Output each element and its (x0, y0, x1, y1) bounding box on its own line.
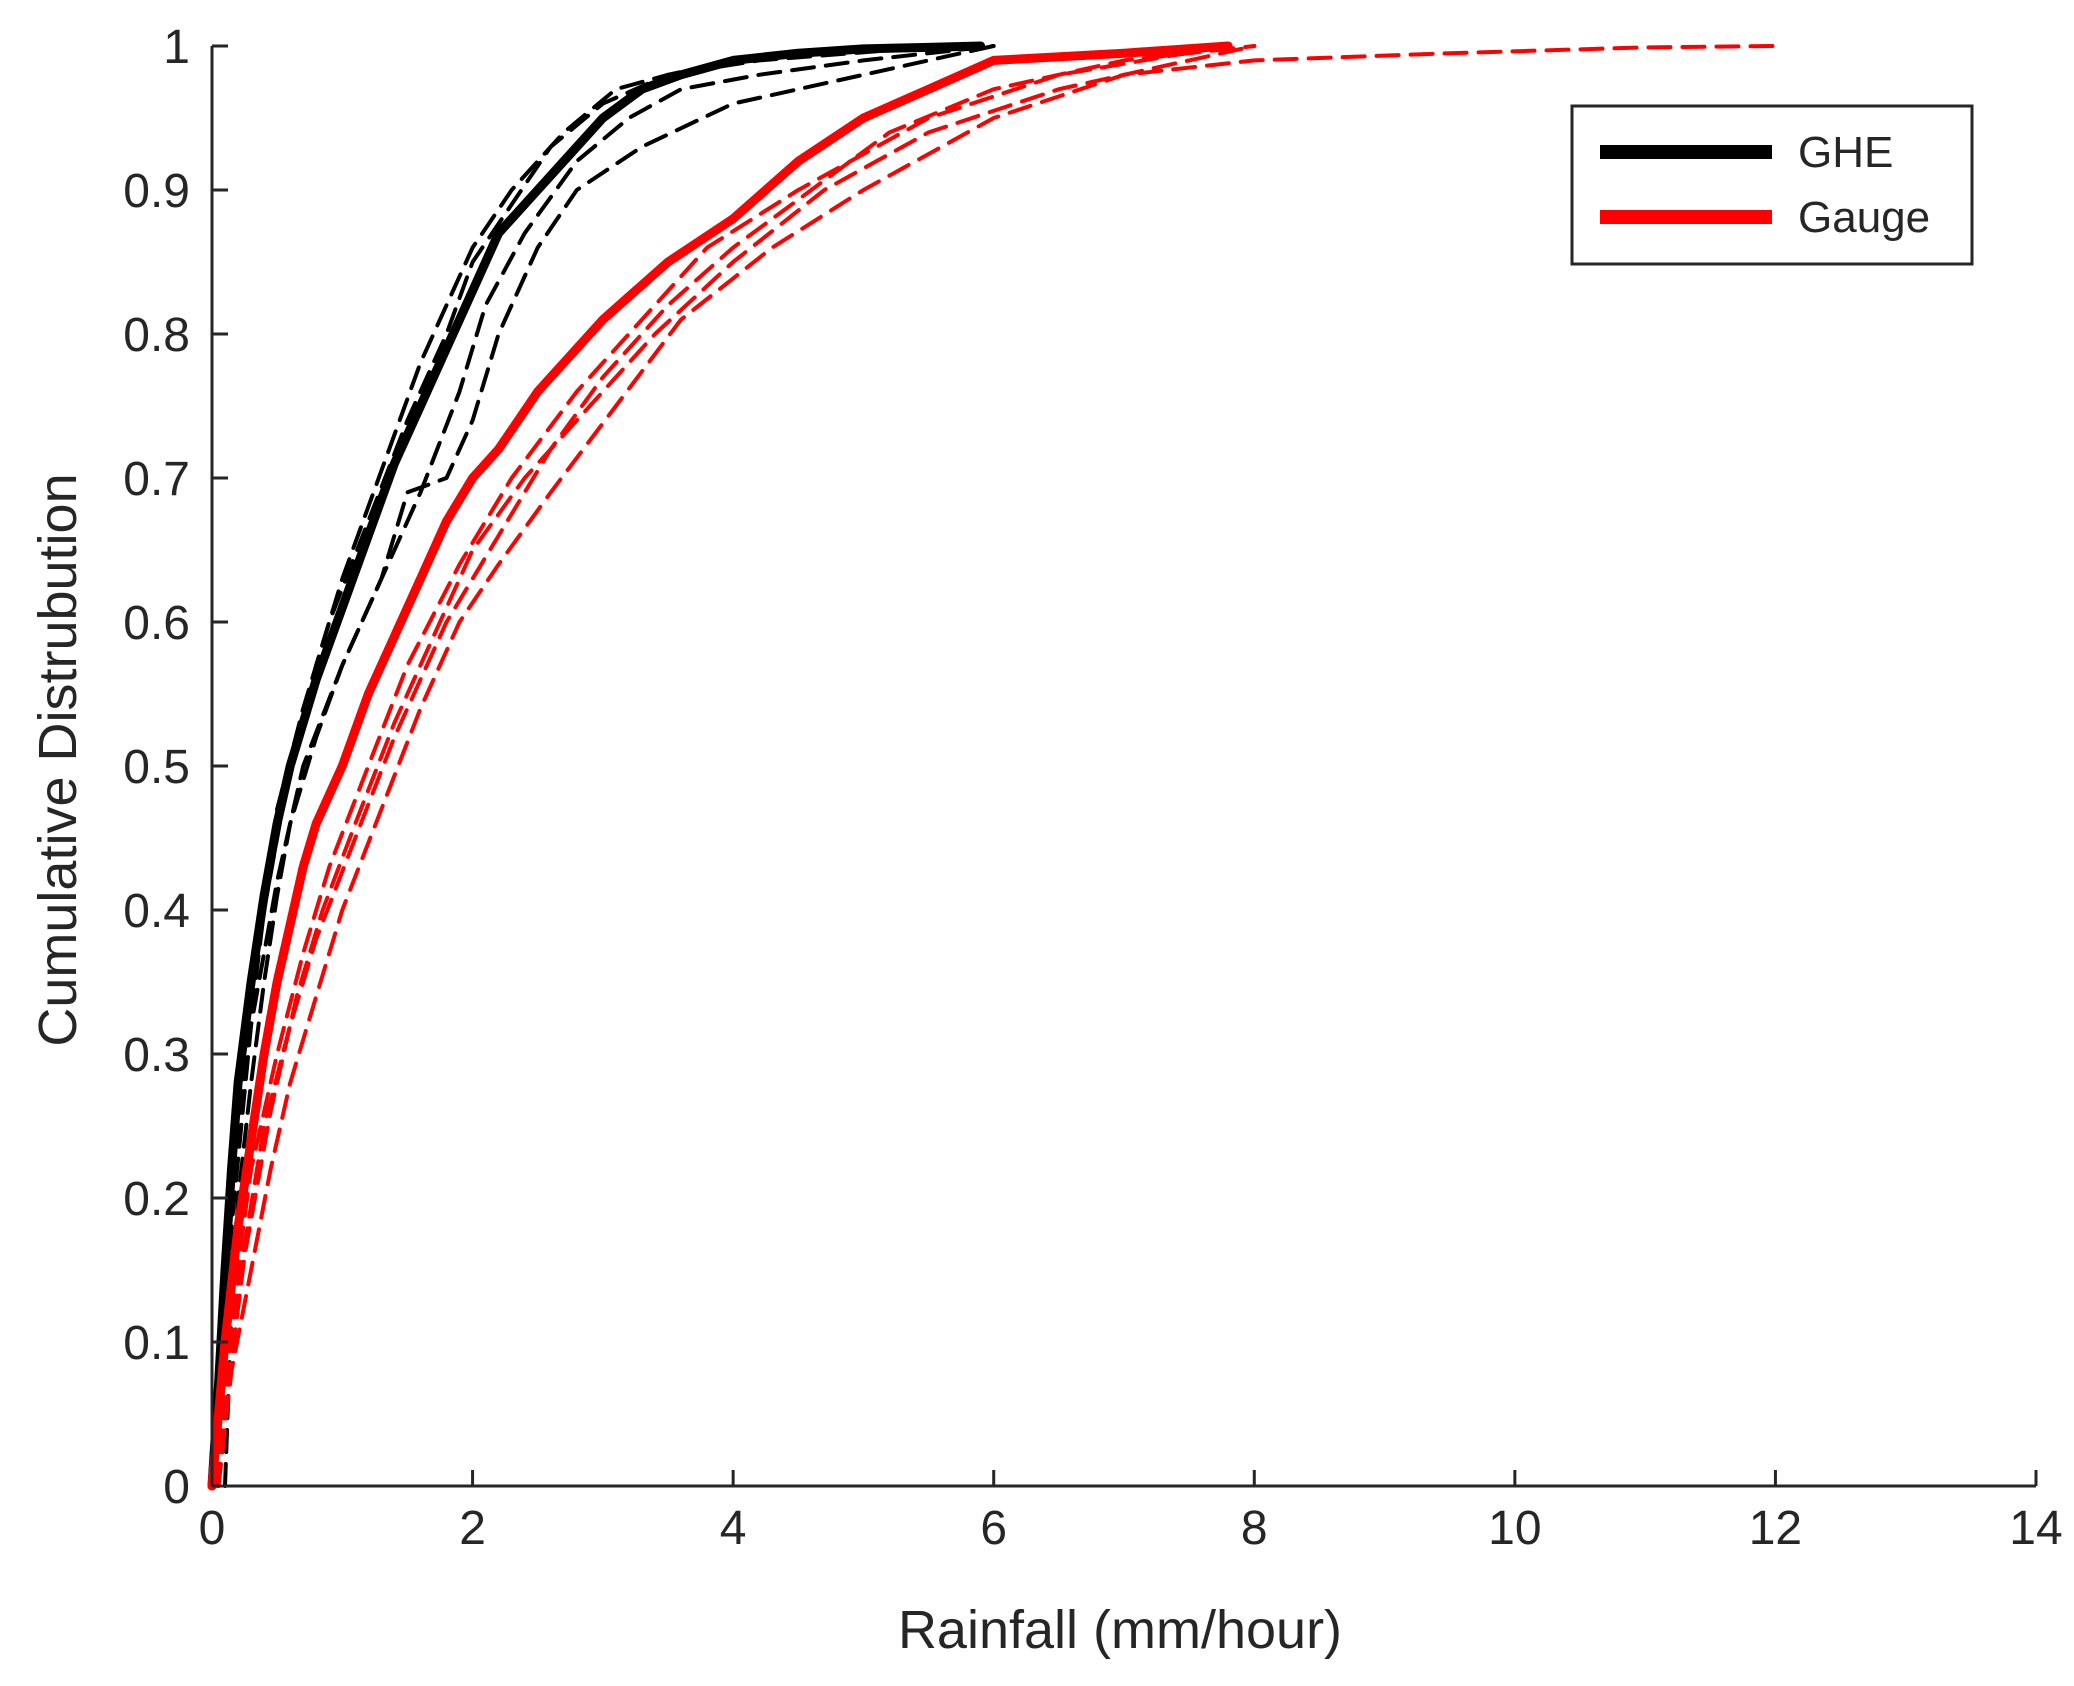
y-tick-label: 0.7 (123, 453, 190, 506)
legend-label-ghe: GHE (1798, 128, 1893, 177)
y-tick-label: 0.8 (123, 309, 190, 362)
series-line-6-gauge-dashed (216, 44, 1778, 1488)
y-tick-label: 0.6 (123, 597, 190, 650)
y-tick-label: 0.1 (123, 1317, 190, 1370)
x-tick-label: 14 (2009, 1502, 2062, 1555)
x-tick-label: 0 (199, 1502, 226, 1555)
y-tick-label: 0 (163, 1461, 190, 1514)
x-axis-title: Rainfall (mm/hour) (898, 1600, 1342, 1660)
series-layer (207, 41, 1778, 1491)
y-axis-title: Cumulative Distrubution (28, 473, 88, 1046)
legend-label-gauge: Gauge (1798, 193, 1930, 242)
y-tick-label: 0.3 (123, 1029, 190, 1082)
series-line-9-gauge-dashed (213, 44, 1257, 1488)
x-tick-label: 6 (980, 1502, 1007, 1555)
x-tick-label: 4 (720, 1502, 747, 1555)
series-line-3-ghe-dashed (216, 44, 996, 1488)
y-tick-label: 0.5 (123, 741, 190, 794)
x-tick-label: 2 (459, 1502, 486, 1555)
legend: GHE Gauge (1570, 104, 1974, 266)
y-tick-label: 1 (163, 21, 190, 74)
x-tick-label: 10 (1488, 1502, 1541, 1555)
y-tick-label: 0.9 (123, 165, 190, 218)
y-tick-label: 0.2 (123, 1173, 190, 1226)
x-tick-label: 8 (1241, 1502, 1268, 1555)
legend-box (1570, 104, 1974, 266)
series-line-5-gauge-solid (207, 41, 1233, 1491)
series-line-8-gauge-dashed (212, 44, 1231, 1488)
series-line-0-ghe-solid (207, 41, 986, 1491)
y-tick-label: 0.4 (123, 885, 190, 938)
x-tick-label: 12 (1749, 1502, 1802, 1555)
tick-layer: 0 2 4 6 8 10 12 14 0 0.1 0.2 0.3 0.4 0.5 0.6 0.7 0.8 0.9 1 (123, 21, 2062, 1555)
